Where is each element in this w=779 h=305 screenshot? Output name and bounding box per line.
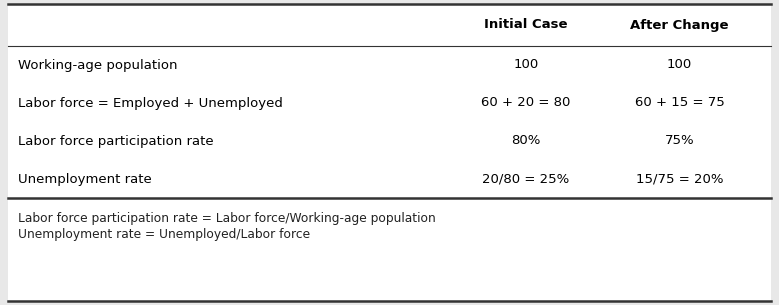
Text: 60 + 20 = 80: 60 + 20 = 80 — [481, 96, 570, 109]
Text: 100: 100 — [667, 59, 693, 71]
Text: Labor force participation rate = Labor force/Working-age population: Labor force participation rate = Labor f… — [18, 212, 435, 225]
Text: Labor force participation rate: Labor force participation rate — [18, 135, 213, 148]
Text: Unemployment rate: Unemployment rate — [18, 173, 152, 185]
Text: 15/75 = 20%: 15/75 = 20% — [636, 173, 724, 185]
Text: 75%: 75% — [664, 135, 694, 148]
Text: 80%: 80% — [511, 135, 541, 148]
Text: After Change: After Change — [630, 19, 729, 31]
Text: Labor force = Employed + Unemployed: Labor force = Employed + Unemployed — [18, 96, 283, 109]
Text: 60 + 15 = 75: 60 + 15 = 75 — [635, 96, 724, 109]
Text: Unemployment rate = Unemployed/Labor force: Unemployment rate = Unemployed/Labor for… — [18, 228, 310, 241]
Text: Working-age population: Working-age population — [18, 59, 178, 71]
Text: Initial Case: Initial Case — [484, 19, 568, 31]
Text: 100: 100 — [513, 59, 538, 71]
Text: 20/80 = 25%: 20/80 = 25% — [482, 173, 569, 185]
